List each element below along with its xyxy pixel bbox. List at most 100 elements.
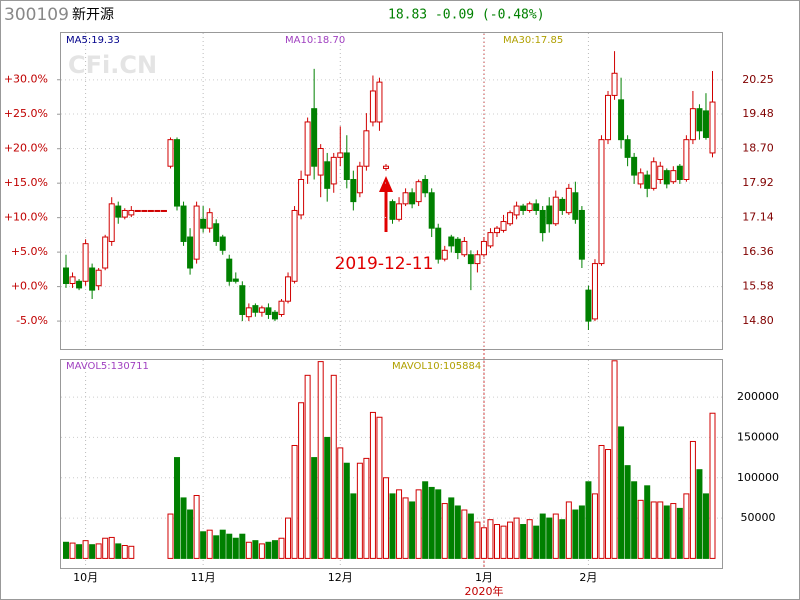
y2-tick-label: +25.0% <box>4 107 48 120</box>
candle-body <box>572 192 579 220</box>
candle-body <box>330 156 337 185</box>
volume-bar <box>174 457 181 559</box>
volume-bar <box>89 544 96 559</box>
candle-body <box>311 108 318 167</box>
volume-bar <box>363 457 370 559</box>
volume-bar <box>676 507 683 559</box>
candle-body <box>513 205 520 216</box>
volume-bar <box>637 499 644 559</box>
candle-body <box>154 209 161 212</box>
candle-body <box>696 108 703 132</box>
volume-bar <box>291 444 298 559</box>
year-label: 2020年 <box>465 584 504 598</box>
volume-panel <box>60 359 723 569</box>
candle-body <box>278 300 285 315</box>
candle-body <box>461 240 468 256</box>
candle-body <box>611 72 618 96</box>
volume-bar <box>95 543 102 559</box>
volume-bar <box>513 517 520 559</box>
candle-body <box>180 205 187 242</box>
volume-bar <box>565 501 572 559</box>
y2-tick-label: +20.0% <box>4 142 48 155</box>
candle-body <box>422 178 429 194</box>
candle-body <box>291 209 298 282</box>
y-tick-label: 15.58 <box>742 280 774 293</box>
y2-tick-label: -5.0% <box>16 314 48 327</box>
candle-body <box>494 227 500 234</box>
y-tick-label: 50000 <box>741 511 776 524</box>
candle-body <box>637 172 644 185</box>
volume-bar <box>396 489 403 559</box>
y2-tick-label: +10.0% <box>4 211 48 224</box>
volume-bar <box>330 374 337 559</box>
candle-body <box>618 99 625 141</box>
volume-bar <box>709 412 716 559</box>
volume-bar <box>409 501 416 559</box>
x-tick-label: 10月 <box>73 571 98 584</box>
candle-body <box>298 178 305 216</box>
candle-body <box>546 205 553 225</box>
volume-bar <box>689 440 696 559</box>
y-tick-label: 18.70 <box>742 142 774 155</box>
candle-body <box>663 170 670 185</box>
volume-bar <box>422 481 429 559</box>
candle-body <box>69 276 76 284</box>
stock-name: 新开源 <box>72 7 114 23</box>
candle-body <box>441 249 448 260</box>
candle-body <box>174 139 181 207</box>
volume-bar <box>539 513 546 559</box>
candle-body <box>167 139 174 167</box>
volume-bar <box>507 521 514 559</box>
volume-bar <box>343 462 350 559</box>
candle-body <box>258 307 265 313</box>
candle-body <box>552 196 559 225</box>
candle-body <box>480 240 487 256</box>
candle-body <box>147 209 154 212</box>
candle-body <box>676 165 683 180</box>
candle-body <box>128 209 135 216</box>
x-tick-label: 2月 <box>579 571 597 584</box>
candle-body <box>226 258 233 282</box>
y-tick-label: 16.36 <box>742 245 774 258</box>
volume-bar <box>245 541 252 559</box>
candle-body <box>356 165 363 194</box>
volume-bar <box>115 543 122 559</box>
candle-body <box>428 192 435 229</box>
candle-body <box>389 201 396 220</box>
candle-body <box>448 236 455 247</box>
candle-body <box>396 203 403 220</box>
candle-body <box>369 90 376 123</box>
volume-bar <box>611 360 618 559</box>
candle-body <box>102 236 109 269</box>
candle-body <box>324 161 331 189</box>
price-panel <box>60 32 723 350</box>
volume-bar <box>585 481 592 559</box>
candle-body <box>350 178 357 203</box>
candle-body <box>252 305 259 313</box>
candle-body <box>213 223 220 242</box>
volume-bar <box>187 509 194 559</box>
volume-bar <box>128 545 135 559</box>
candle-body <box>578 209 585 260</box>
volume-bar <box>598 444 605 559</box>
candle-body <box>624 139 631 158</box>
volume-bar <box>200 531 207 559</box>
candle-body <box>559 198 566 211</box>
candle-body <box>415 181 422 203</box>
x-tick-label: 1月 <box>475 571 493 584</box>
volume-bar <box>435 489 442 559</box>
watermark: CFi.CN <box>68 51 157 79</box>
volume-bar <box>500 525 507 559</box>
candle-body <box>487 232 494 247</box>
volume-bar <box>82 540 89 559</box>
y-tick-label: 17.92 <box>742 176 774 189</box>
y2-tick-label: +15.0% <box>4 176 48 189</box>
volume-bar <box>448 497 455 559</box>
candle-body <box>689 108 696 141</box>
volume-bar <box>461 509 468 559</box>
volume-bar <box>356 462 363 559</box>
volume-bar <box>520 524 527 559</box>
volume-bar <box>696 469 703 559</box>
volume-bar <box>239 533 246 559</box>
